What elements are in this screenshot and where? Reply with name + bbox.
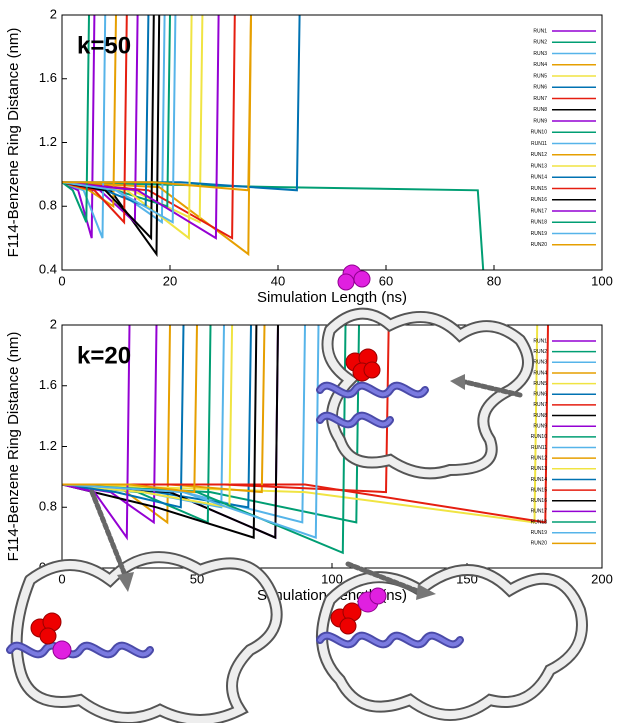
x-tick-label: 50 — [190, 571, 204, 586]
y-axis-label: F114-Benzene Ring Distance (nm) — [5, 28, 22, 258]
y-tick-label: 0.4 — [39, 559, 57, 574]
y-tick-label: 1.6 — [39, 377, 57, 392]
legend-label: RUN2 — [533, 349, 547, 355]
series-line — [62, 181, 485, 270]
legend-label: RUN1 — [533, 28, 547, 34]
series-line — [62, 325, 198, 494]
legend-label: RUN18 — [531, 220, 548, 226]
legend-label: RUN7 — [533, 402, 547, 408]
series-line — [62, 325, 185, 509]
legend-label: RUN12 — [531, 152, 548, 158]
series-line — [62, 15, 177, 224]
legend-label: RUN4 — [533, 370, 547, 376]
legend-label: RUN9 — [533, 424, 547, 430]
x-tick-label: 100 — [321, 571, 343, 586]
y-axis-label: F114-Benzene Ring Distance (nm) — [5, 332, 22, 562]
y-tick-label: 1.6 — [39, 70, 57, 85]
legend-label: RUN5 — [533, 73, 547, 79]
y-tick-label: 1.2 — [39, 134, 57, 149]
legend-label: RUN14 — [531, 477, 548, 483]
legend-label: RUN1 — [533, 338, 547, 344]
legend-label: RUN20 — [531, 242, 548, 248]
legend-label: RUN14 — [531, 175, 548, 181]
legend-label: RUN11 — [531, 445, 547, 451]
legend-label: RUN15 — [531, 186, 548, 192]
series-line — [62, 15, 252, 192]
y-tick-label: 0.8 — [39, 499, 57, 514]
plot-frame — [61, 14, 603, 271]
x-tick-label: 100 — [591, 273, 613, 288]
series-line — [62, 15, 220, 240]
legend-label: RUN2 — [533, 40, 547, 46]
x-tick-label: 80 — [487, 273, 501, 288]
y-tick-label: 2 — [50, 6, 57, 21]
x-tick-label: 150 — [456, 571, 478, 586]
legend-label: RUN20 — [531, 541, 548, 547]
annotation: k=50 — [77, 32, 131, 59]
plot-frame — [61, 324, 603, 569]
legend-label: RUN16 — [531, 197, 548, 203]
legend-label: RUN3 — [533, 51, 547, 57]
legend-label: RUN6 — [533, 392, 547, 398]
y-tick-label: 2 — [50, 316, 57, 331]
legend-label: RUN15 — [531, 487, 548, 493]
x-tick-label: 0 — [58, 571, 65, 586]
y-tick-label: 1.2 — [39, 438, 57, 453]
legend-label: RUN6 — [533, 85, 547, 91]
x-tick-label: 20 — [163, 273, 177, 288]
series-line — [62, 325, 320, 539]
y-tick-label: 0.4 — [39, 261, 57, 276]
legend-label: RUN3 — [533, 360, 547, 366]
x-tick-label: 200 — [591, 571, 613, 586]
legend-label: RUN8 — [533, 107, 547, 113]
x-axis-label: Simulation Length (ns) — [257, 587, 407, 604]
x-axis-label: Simulation Length (ns) — [257, 289, 407, 306]
legend-label: RUN13 — [531, 163, 548, 169]
annotation: k=20 — [77, 342, 131, 369]
series-line — [62, 325, 539, 524]
legend-label: RUN8 — [533, 413, 547, 419]
legend-label: RUN10 — [531, 130, 548, 136]
x-tick-label: 40 — [271, 273, 285, 288]
y-tick-label: 0.8 — [39, 198, 57, 213]
legend-label: RUN18 — [531, 519, 548, 525]
legend-label: RUN16 — [531, 498, 548, 504]
legend-label: RUN7 — [533, 96, 547, 102]
x-tick-label: 60 — [379, 273, 393, 288]
series-line — [62, 325, 234, 509]
legend-label: RUN11 — [531, 141, 547, 147]
legend-label: RUN19 — [531, 530, 548, 536]
series-line — [62, 15, 90, 223]
x-tick-label: 0 — [58, 273, 65, 288]
legend-label: RUN19 — [531, 231, 548, 237]
legend-label: RUN17 — [531, 509, 548, 515]
legend-label: RUN9 — [533, 118, 547, 124]
legend-label: RUN17 — [531, 208, 548, 214]
legend-label: RUN4 — [533, 62, 547, 68]
legend-label: RUN10 — [531, 434, 548, 440]
legend-label: RUN13 — [531, 466, 548, 472]
legend-label: RUN5 — [533, 381, 547, 387]
legend-label: RUN12 — [531, 455, 548, 461]
